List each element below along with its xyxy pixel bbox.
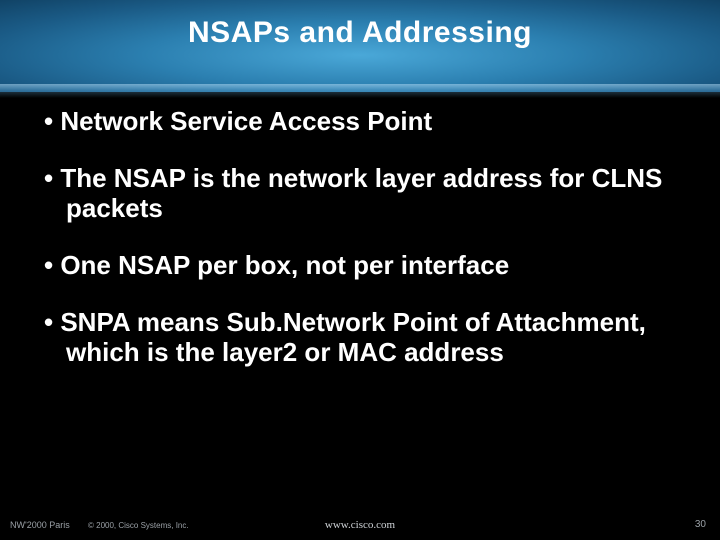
slide-title: NSAPs and Addressing bbox=[0, 16, 720, 50]
bullet-item: One NSAP per box, not per interface bbox=[44, 250, 680, 281]
slide-content: Network Service Access Point The NSAP is… bbox=[44, 106, 680, 394]
footer-page-number: 30 bbox=[695, 519, 706, 530]
bullet-item: SNPA means Sub.Network Point of Attachme… bbox=[44, 307, 680, 368]
footer: NW'2000 Paris © 2000, Cisco Systems, Inc… bbox=[0, 510, 720, 540]
footer-url: www.cisco.com bbox=[0, 519, 720, 531]
bullet-item: The NSAP is the network layer address fo… bbox=[44, 163, 680, 224]
bullet-item: Network Service Access Point bbox=[44, 106, 680, 137]
